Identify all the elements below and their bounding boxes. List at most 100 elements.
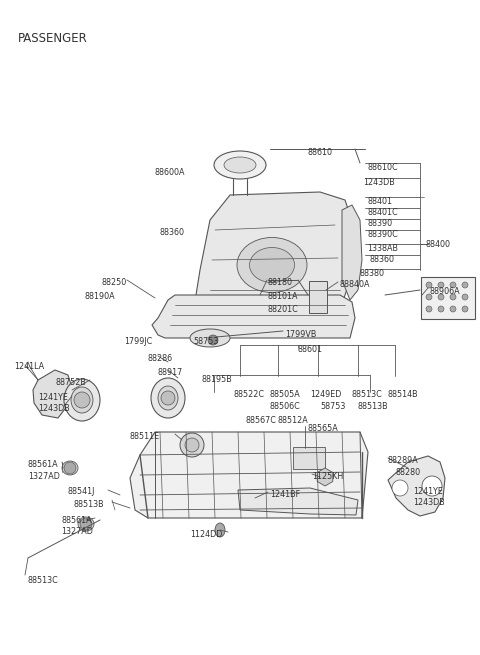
Text: 1799VB: 1799VB [285, 330, 316, 339]
Text: 88201C: 88201C [267, 305, 298, 314]
Text: 58753: 58753 [193, 337, 218, 346]
Text: 1338AB: 1338AB [367, 244, 398, 253]
FancyBboxPatch shape [421, 277, 475, 319]
Polygon shape [130, 432, 368, 518]
Text: 1799JC: 1799JC [124, 337, 152, 346]
Text: 88513C: 88513C [351, 390, 382, 399]
Ellipse shape [215, 523, 225, 537]
Circle shape [208, 335, 218, 345]
Text: 88561A: 88561A [28, 460, 59, 469]
Text: 88561A: 88561A [61, 516, 92, 525]
Circle shape [438, 306, 444, 312]
Text: 1327AD: 1327AD [61, 527, 93, 536]
Text: 88610C: 88610C [368, 163, 398, 172]
Circle shape [438, 282, 444, 288]
Ellipse shape [78, 517, 94, 531]
Text: 88511E: 88511E [130, 432, 160, 441]
Text: 88400: 88400 [426, 240, 451, 249]
Text: 88101A: 88101A [267, 292, 298, 301]
Text: 88513B: 88513B [358, 402, 389, 411]
Text: 88600A: 88600A [155, 168, 185, 177]
Circle shape [80, 518, 92, 530]
Text: 58753: 58753 [320, 402, 346, 411]
Text: 88280: 88280 [395, 468, 420, 477]
Circle shape [450, 282, 456, 288]
Circle shape [74, 392, 90, 408]
Ellipse shape [62, 461, 78, 475]
Text: 1243DB: 1243DB [413, 498, 445, 507]
Ellipse shape [190, 329, 230, 347]
Circle shape [392, 480, 408, 496]
Text: 1241BF: 1241BF [270, 490, 300, 499]
Ellipse shape [64, 379, 100, 421]
Polygon shape [342, 205, 362, 300]
Text: 1243DB: 1243DB [38, 404, 70, 413]
Text: 1249ED: 1249ED [310, 390, 341, 399]
Text: 88567C: 88567C [246, 416, 277, 425]
Text: 88360: 88360 [370, 255, 395, 264]
Text: 88906A: 88906A [430, 287, 461, 296]
Text: 88565A: 88565A [307, 424, 338, 433]
Text: 88514B: 88514B [388, 390, 419, 399]
Circle shape [450, 306, 456, 312]
Circle shape [422, 476, 442, 496]
Text: 88610: 88610 [308, 148, 333, 157]
Text: 1241YE: 1241YE [413, 487, 443, 496]
Text: 1124DD: 1124DD [190, 530, 222, 539]
Polygon shape [388, 456, 445, 516]
Circle shape [462, 306, 468, 312]
Text: 1241LA: 1241LA [14, 362, 44, 371]
Text: 88917: 88917 [158, 368, 183, 377]
Circle shape [180, 433, 204, 457]
Text: 88512A: 88512A [278, 416, 309, 425]
Text: 88250: 88250 [102, 278, 127, 287]
Ellipse shape [158, 386, 178, 410]
Circle shape [450, 294, 456, 300]
Text: 88390: 88390 [367, 219, 392, 228]
Text: 88752B: 88752B [56, 378, 87, 387]
FancyBboxPatch shape [309, 281, 327, 313]
Text: 1125KH: 1125KH [312, 472, 343, 481]
Ellipse shape [214, 151, 266, 179]
Circle shape [426, 294, 432, 300]
Text: 88286: 88286 [148, 354, 173, 363]
Polygon shape [152, 295, 355, 338]
Circle shape [64, 462, 76, 474]
Text: 88840A: 88840A [340, 280, 371, 289]
Text: 88289A: 88289A [388, 456, 419, 465]
Circle shape [426, 306, 432, 312]
Text: 88601: 88601 [298, 345, 323, 354]
Polygon shape [33, 370, 72, 418]
Ellipse shape [71, 387, 93, 413]
Text: 88522C: 88522C [234, 390, 265, 399]
Text: 1243DB: 1243DB [363, 178, 395, 187]
Text: 88380: 88380 [359, 269, 384, 278]
Text: 1327AD: 1327AD [28, 472, 60, 481]
Circle shape [161, 391, 175, 405]
Text: PASSENGER: PASSENGER [18, 32, 88, 45]
Text: 88513B: 88513B [74, 500, 105, 509]
Circle shape [438, 294, 444, 300]
Polygon shape [192, 192, 355, 320]
Circle shape [462, 294, 468, 300]
Text: 1241YE: 1241YE [38, 393, 68, 402]
Text: 88401: 88401 [367, 197, 392, 206]
Text: 88360: 88360 [160, 228, 185, 237]
Text: 88195B: 88195B [202, 375, 233, 384]
Polygon shape [238, 488, 358, 515]
FancyBboxPatch shape [293, 447, 325, 469]
Ellipse shape [151, 378, 185, 418]
Text: 88180: 88180 [267, 278, 292, 287]
Text: 88190A: 88190A [84, 292, 115, 301]
Circle shape [462, 282, 468, 288]
Text: 88506C: 88506C [270, 402, 301, 411]
Circle shape [185, 438, 199, 452]
Text: 88541J: 88541J [68, 487, 96, 496]
Text: 88513C: 88513C [28, 576, 59, 585]
Ellipse shape [250, 248, 295, 282]
Text: 88505A: 88505A [270, 390, 301, 399]
Text: 88390C: 88390C [367, 230, 398, 239]
Text: 88401C: 88401C [367, 208, 397, 217]
Ellipse shape [224, 157, 256, 173]
Circle shape [426, 282, 432, 288]
